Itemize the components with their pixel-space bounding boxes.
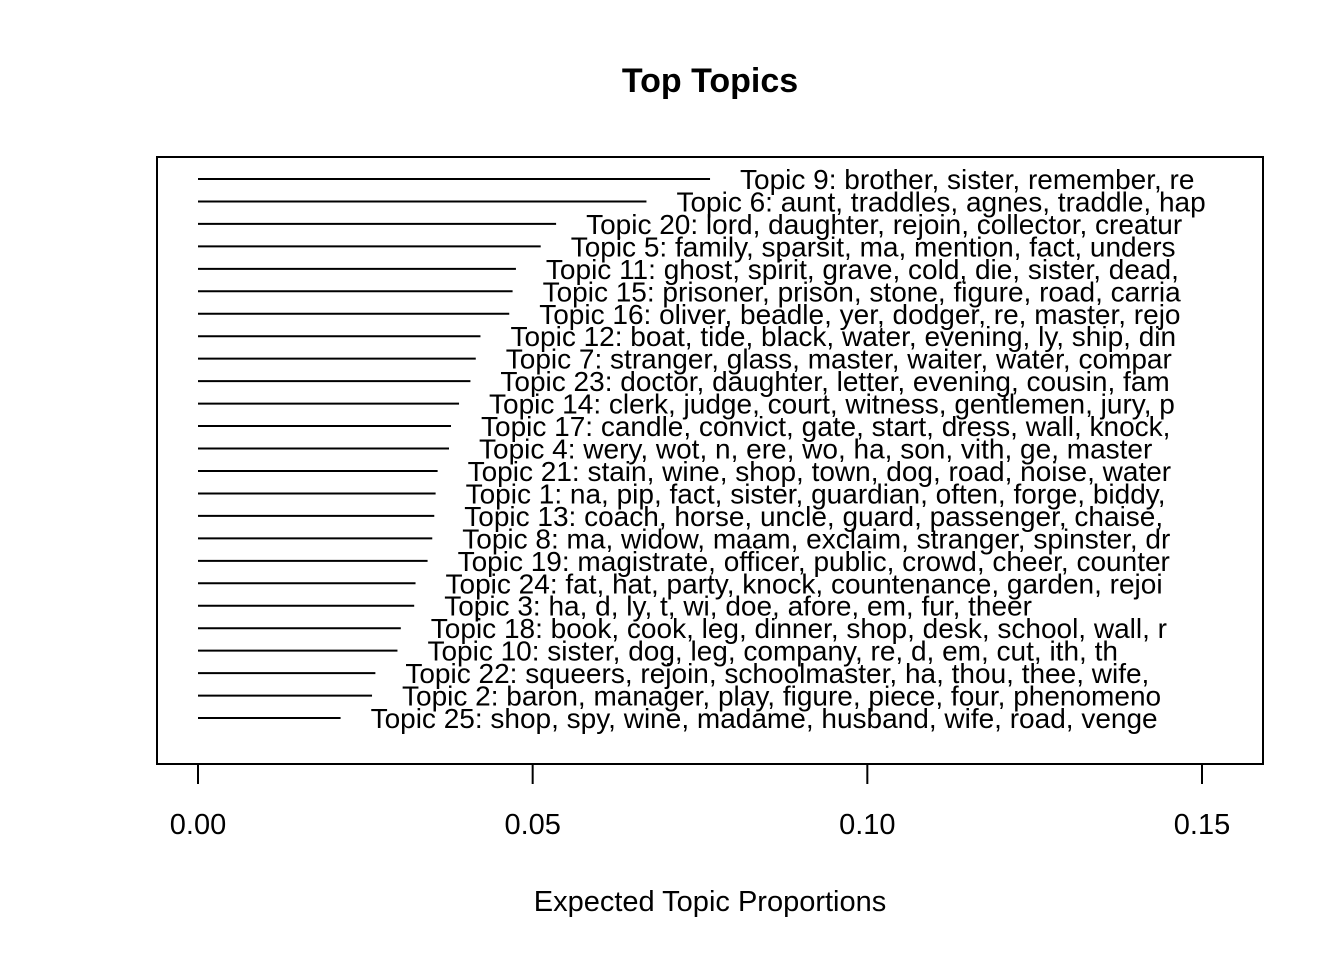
x-tick-label: 0.10 [839,809,895,841]
bar-label: Topic 10: sister, dog, leg, company, re,… [427,636,1117,667]
x-tick-label: 0.15 [1174,809,1230,841]
bar-label: Topic 24: fat, hat, party, knock, counte… [446,568,1163,599]
bar-label: Topic 19: magistrate, officer, public, c… [458,546,1170,577]
x-tick-label: 0.05 [504,809,560,841]
bar-label: Topic 22: squeers, rejoin, schoolmaster,… [405,658,1149,689]
bar-label: Topic 5: family, sparsit, ma, mention, f… [571,231,1176,262]
bar-label: Topic 3: ha, d, ly, t, wi, doe, afore, e… [444,591,1032,622]
bar-label: Topic 2: baron, manager, play, figure, p… [402,681,1161,712]
bar-label: Topic 9: brother, sister, remember, re [740,164,1194,195]
x-tick-label: 0.00 [170,809,226,841]
bar-label: Topic 13: coach, horse, uncle, guard, pa… [464,501,1163,532]
bar-label: Topic 18: book, cook, leg, dinner, shop,… [431,613,1167,644]
x-axis-label: Expected Topic Proportions [534,886,887,918]
bar-label: Topic 20: lord, daughter, rejoin, collec… [586,209,1182,240]
x-axis: 0.00 0.05 0.10 0.15 [170,763,1230,841]
chart-title: Top Topics [622,62,798,100]
bar-label: Topic 6: aunt, traddles, agnes, traddle,… [676,186,1205,217]
bar-label: Topic 11: ghost, spirit, grave, cold, di… [546,254,1179,285]
bar-label: Topic 7: stranger, glass, master, waiter… [506,344,1172,375]
bar-label: Topic 23: doctor, daughter, letter, even… [500,366,1169,397]
bar-label: Topic 1: na, pip, fact, sister, guardian… [466,478,1166,509]
bar-label: Topic 25: shop, spy, wine, madame, husba… [371,703,1158,734]
bar-label: Topic 15: prisoner, prison, stone, figur… [543,276,1182,307]
bar-label: Topic 21: stain, wine, shop, town, dog, … [468,456,1172,487]
bar-label: Topic 12: boat, tide, black, water, even… [510,321,1176,352]
bar-label: Topic 8: ma, widow, maam, exclaim, stran… [462,523,1170,554]
bar-label: Topic 4: wery, wot, n, ere, wo, ha, son,… [479,434,1152,465]
bar-label: Topic 17: candle, convict, gate, start, … [481,411,1170,442]
bars-group: Topic 9: brother, sister, remember, reTo… [198,164,1206,734]
bar-label: Topic 14: clerk, judge, court, witness, … [489,389,1175,420]
bar-label: Topic 16: oliver, beadle, yer, dodger, r… [539,299,1180,330]
